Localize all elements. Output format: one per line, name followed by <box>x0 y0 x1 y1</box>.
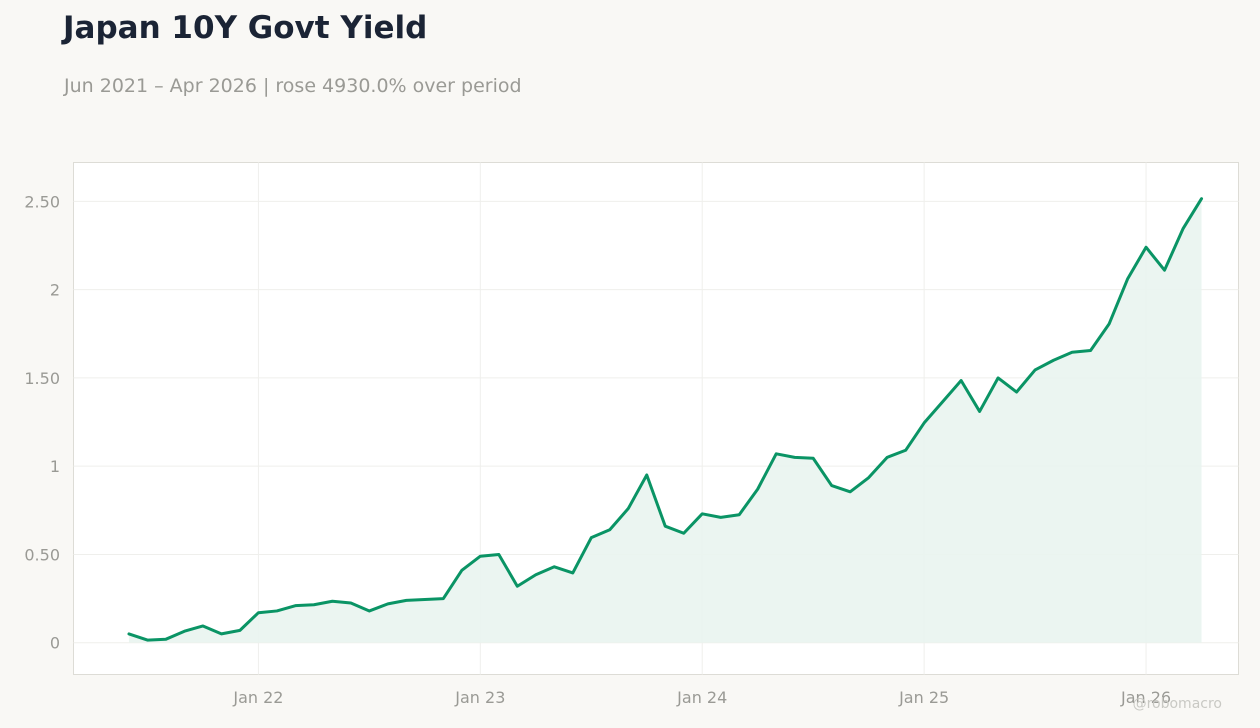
series-area-fill <box>128 198 1202 643</box>
series-area-layer <box>127 197 1204 643</box>
x-tick-label: Jan 23 <box>454 688 505 707</box>
chart-subtitle: Jun 2021 – Apr 2026 | rose 4930.0% over … <box>64 75 522 97</box>
y-tick-label: 1.50 <box>24 369 60 388</box>
series-line <box>127 197 1204 642</box>
y-tick-label: 0.50 <box>24 545 60 564</box>
tick-labels: 0 0.50 1 1.50 2 2.50 Jan 22 Jan 23 Jan 24 Jan 25 J… <box>24 192 1171 707</box>
y-tick-label: 0 <box>50 634 60 653</box>
watermark: @robomacro <box>1132 696 1222 712</box>
y-tick-label: 2 <box>50 281 60 300</box>
x-tick-label: Jan 26 <box>1120 688 1171 707</box>
y-tick-label: 2.50 <box>24 192 60 211</box>
x-tick-label: Jan 24 <box>676 688 727 707</box>
y-tick-label: 1 <box>50 457 60 476</box>
chart-title: Japan 10Y Govt Yield <box>63 10 428 46</box>
x-tick-label: Jan 25 <box>898 688 949 707</box>
x-tick-label: Jan 22 <box>232 688 283 707</box>
